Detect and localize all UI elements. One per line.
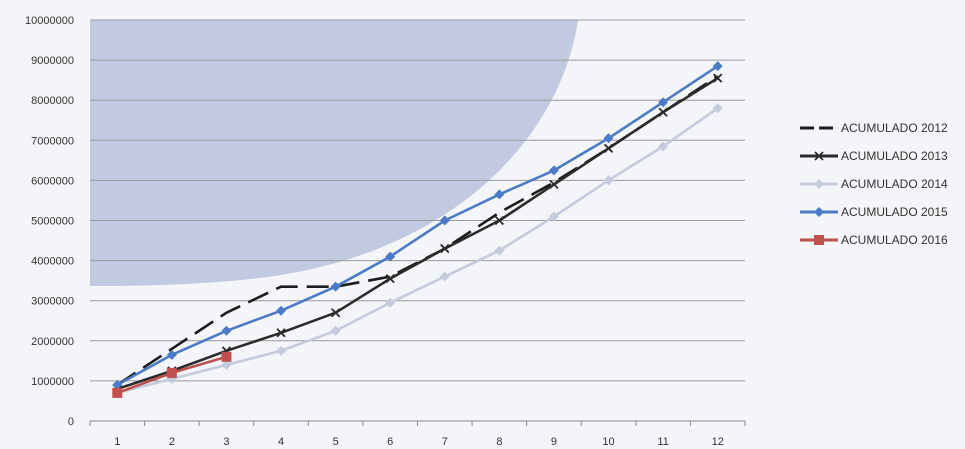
- y-tick-label: 10000000: [25, 15, 74, 27]
- data-point: [494, 245, 505, 256]
- y-tick-label: 0: [68, 416, 74, 428]
- data-point: [548, 165, 559, 176]
- series-3: [112, 61, 723, 390]
- series-line: [116, 76, 719, 391]
- legend-label: ACUMULADO 2012: [841, 121, 948, 135]
- x-tick-label: 5: [333, 436, 339, 448]
- x-tick-label: 6: [387, 436, 393, 448]
- data-point: [712, 61, 723, 72]
- data-point: [549, 179, 559, 190]
- y-tick-label: 9000000: [31, 55, 74, 67]
- data-point: [276, 328, 286, 338]
- series-2: [112, 103, 723, 398]
- y-tick-label: 6000000: [31, 175, 74, 187]
- series-4: [112, 351, 232, 398]
- data-point: [712, 103, 723, 114]
- data-point: [603, 133, 614, 144]
- data-point: [439, 271, 450, 282]
- series-group: [112, 61, 723, 398]
- data-point: [276, 305, 287, 316]
- data-point: [494, 189, 505, 200]
- legend-marker: [814, 207, 824, 217]
- data-point: [221, 351, 232, 362]
- x-axis-ticks: 1 2 3 4 5 6 7 8 9 10 11 12: [89, 421, 746, 448]
- data-point: [658, 141, 669, 152]
- x-tick-label: 2: [169, 436, 175, 448]
- data-point: [658, 107, 668, 117]
- y-tick-label: 4000000: [31, 256, 74, 268]
- y-tick-label: 7000000: [31, 135, 74, 147]
- legend-item: ACUMULADO 2014: [800, 177, 948, 191]
- data-point: [494, 215, 505, 226]
- data-point: [548, 211, 559, 222]
- data-point: [166, 349, 177, 360]
- legend-label: ACUMULADO 2014: [841, 177, 948, 191]
- series-1: [112, 73, 723, 394]
- data-point: [166, 367, 177, 378]
- data-point: [603, 143, 614, 153]
- legend: ACUMULADO 2012 ACUMULADO 2013 ACUMULADO 20…: [800, 121, 948, 247]
- legend-label: ACUMULADO 2015: [841, 205, 948, 219]
- series-line: [116, 65, 719, 387]
- data-point: [330, 308, 341, 318]
- legend-item: ACUMULADO 2013: [800, 149, 948, 163]
- data-point: [385, 274, 395, 284]
- x-tick-label: 4: [278, 436, 284, 448]
- data-point: [440, 243, 450, 254]
- data-point: [276, 345, 287, 356]
- legend-label: ACUMULADO 2016: [841, 233, 948, 247]
- legend-item: ACUMULADO 2015: [800, 205, 948, 219]
- y-tick-label: 5000000: [31, 216, 74, 228]
- x-tick-label: 10: [602, 436, 614, 448]
- data-point: [112, 387, 123, 398]
- x-tick-label: 8: [496, 436, 502, 448]
- data-point: [713, 73, 723, 83]
- legend-item: ACUMULADO 2012: [800, 121, 948, 135]
- legend-marker: [814, 235, 824, 245]
- legend-marker: [814, 179, 824, 189]
- legend-item: ACUMULADO 2016: [800, 233, 948, 247]
- y-tick-label: 1000000: [31, 376, 74, 388]
- data-point: [330, 281, 341, 292]
- data-point: [221, 325, 232, 336]
- x-tick-label: 9: [551, 436, 557, 448]
- legend-marker: [814, 151, 824, 161]
- data-point: [385, 251, 396, 262]
- y-tick-label: 3000000: [31, 296, 74, 308]
- x-tick-label: 3: [223, 436, 229, 448]
- data-point: [658, 97, 669, 108]
- data-point: [439, 215, 450, 226]
- data-point: [385, 297, 396, 308]
- x-tick-label: 7: [442, 436, 448, 448]
- data-point: [221, 359, 232, 370]
- y-axis-ticks: 0 1000000 2000000 3000000 4000000 5000000 6000…: [25, 15, 74, 428]
- legend-label: ACUMULADO 2013: [841, 149, 948, 163]
- data-point: [603, 175, 614, 186]
- series-line: [116, 107, 719, 395]
- x-tick-label: 11: [657, 436, 668, 448]
- data-point: [330, 325, 341, 336]
- y-tick-label: 8000000: [31, 95, 74, 107]
- y-tick-label: 2000000: [31, 336, 74, 348]
- data-point: [112, 379, 123, 390]
- x-tick-label: 1: [114, 436, 120, 448]
- background-decoration: [90, 20, 578, 286]
- x-tick-label: 12: [712, 436, 724, 448]
